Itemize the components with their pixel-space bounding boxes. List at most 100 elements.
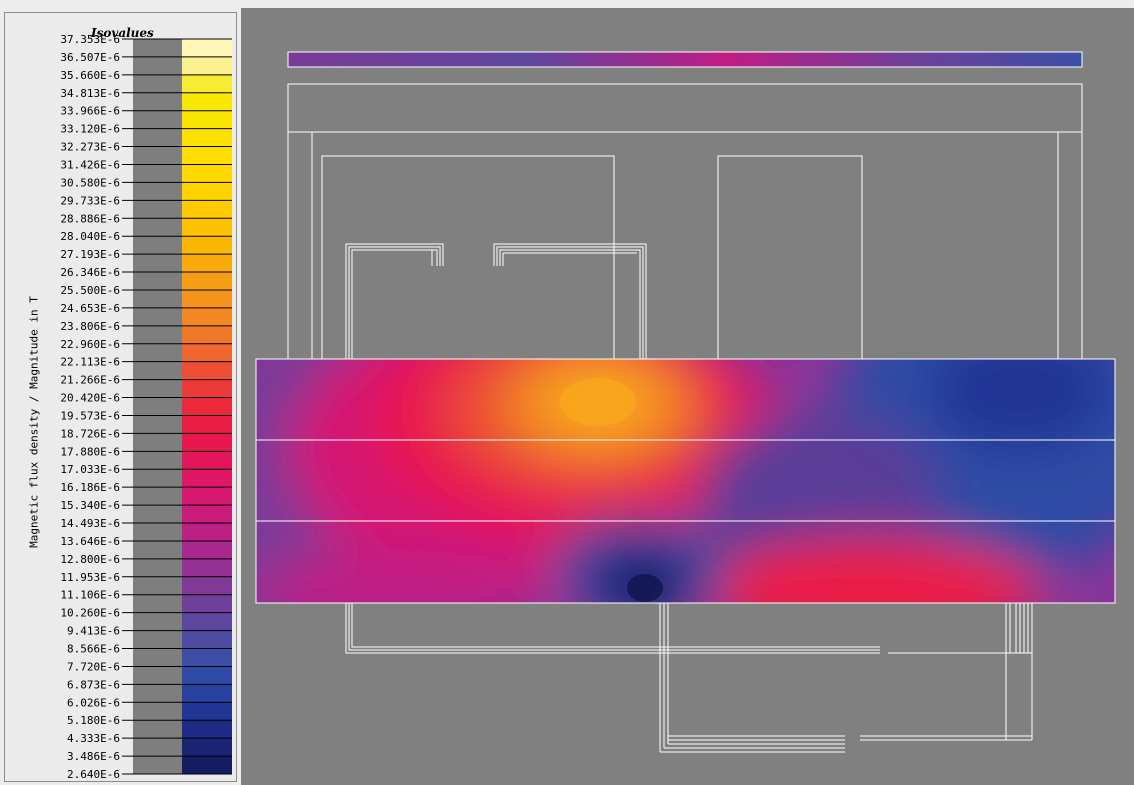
legend-grey-cell bbox=[133, 379, 182, 399]
legend-tick-label: 32.273E-6 bbox=[60, 141, 120, 154]
legend-tick-label: 28.040E-6 bbox=[60, 230, 120, 243]
legend-tick-label: 21.266E-6 bbox=[60, 374, 120, 387]
legend-color-swatch bbox=[182, 469, 232, 488]
legend-title: Isovalues bbox=[91, 26, 154, 40]
legend-color-swatch bbox=[182, 307, 232, 327]
legend-grey-cell bbox=[133, 397, 182, 416]
legend-grey-cell bbox=[133, 361, 182, 381]
legend-color-swatch bbox=[182, 594, 232, 614]
legend-tick-label: 17.880E-6 bbox=[60, 445, 120, 458]
legend-grey-cell bbox=[133, 272, 182, 291]
legend-tick-label: 7.720E-6 bbox=[67, 660, 120, 673]
legend-grey-cell bbox=[133, 756, 182, 775]
legend-grey-cell bbox=[133, 612, 182, 632]
legend-tick-label: 23.806E-6 bbox=[60, 320, 120, 333]
legend-color-swatch bbox=[182, 666, 232, 685]
legend-tick-label: 29.733E-6 bbox=[60, 194, 120, 207]
legend-color-swatch bbox=[182, 738, 232, 757]
legend-tick-label: 28.886E-6 bbox=[60, 212, 120, 225]
legend-tick-label: 14.493E-6 bbox=[60, 517, 120, 530]
legend-grey-cell bbox=[133, 325, 182, 345]
legend-tick-label: 24.653E-6 bbox=[60, 302, 120, 315]
legend-tick-label: 33.966E-6 bbox=[60, 105, 120, 118]
legend-color-swatch bbox=[182, 630, 232, 650]
legend-tick-label: 36.507E-6 bbox=[60, 51, 120, 64]
legend-color-swatch bbox=[182, 343, 232, 363]
legend-color-swatch bbox=[182, 146, 232, 165]
legend-color-swatch bbox=[182, 684, 232, 703]
legend-grey-cell bbox=[133, 469, 182, 488]
legend-color-swatch bbox=[182, 236, 232, 255]
legend-color-swatch bbox=[182, 415, 232, 434]
legend-grey-cell bbox=[133, 415, 182, 434]
legend-grey-cell bbox=[133, 146, 182, 165]
legend-tick-label: 18.726E-6 bbox=[60, 427, 120, 440]
legend-color-swatch bbox=[182, 39, 232, 58]
legend-tick-label: 2.640E-6 bbox=[67, 768, 120, 781]
legend-grey-cell bbox=[133, 451, 182, 470]
legend-color-swatch bbox=[182, 397, 232, 416]
legend-color-swatch bbox=[182, 164, 232, 183]
legend-tick-label: 15.340E-6 bbox=[60, 499, 120, 512]
lower-structure-outline bbox=[345, 603, 1033, 753]
legend-grey-cell bbox=[133, 702, 182, 721]
legend-tick-label: 20.420E-6 bbox=[60, 392, 120, 405]
legend-color-swatch bbox=[182, 487, 232, 506]
legend-color-swatch bbox=[182, 540, 232, 560]
legend-color-swatch bbox=[182, 648, 232, 667]
legend-grey-cell bbox=[133, 630, 182, 650]
legend-tick-label: 17.033E-6 bbox=[60, 463, 120, 476]
legend-grey-cell bbox=[133, 182, 182, 201]
legend-color-swatch bbox=[182, 702, 232, 721]
legend-color-swatch bbox=[182, 576, 232, 596]
legend-color-swatch bbox=[182, 558, 232, 578]
legend-tick-label: 31.426E-6 bbox=[60, 158, 120, 171]
legend-grey-cell bbox=[133, 74, 182, 94]
legend-tick-label: 16.186E-6 bbox=[60, 481, 120, 494]
legend-color-swatch bbox=[182, 612, 232, 632]
legend-color-swatch bbox=[182, 720, 232, 739]
legend-color-swatch bbox=[182, 56, 232, 76]
legend-tick-label: 25.500E-6 bbox=[60, 284, 120, 297]
legend-grey-cell bbox=[133, 594, 182, 614]
legend-tick-label: 6.873E-6 bbox=[67, 678, 120, 691]
legend-color-swatch bbox=[182, 289, 232, 309]
legend-tick-label: 11.106E-6 bbox=[60, 589, 120, 602]
legend-color-swatch bbox=[182, 361, 232, 381]
legend-grey-cell bbox=[133, 648, 182, 667]
legend-color-swatch bbox=[182, 523, 232, 542]
legend-color-swatch bbox=[182, 451, 232, 470]
legend-tick-label: 4.333E-6 bbox=[67, 732, 120, 745]
legend-tick-label: 12.800E-6 bbox=[60, 553, 120, 566]
legend-tick-label: 3.486E-6 bbox=[67, 750, 120, 763]
legend-tick-label: 8.566E-6 bbox=[67, 643, 120, 656]
legend-color-swatch bbox=[182, 379, 232, 399]
legend-grey-cell bbox=[133, 39, 182, 58]
legend-grey-cell bbox=[133, 200, 182, 219]
legend-color-swatch bbox=[182, 254, 232, 273]
legend-color-swatch bbox=[182, 182, 232, 201]
legend-grey-cell bbox=[133, 433, 182, 452]
legend-grey-cell bbox=[133, 236, 182, 255]
legend-grey-cell bbox=[133, 558, 182, 578]
legend-color-swatch bbox=[182, 505, 232, 524]
top-field-strip bbox=[287, 51, 1083, 68]
legend-color-swatch bbox=[182, 218, 232, 237]
legend-tick-label: 19.573E-6 bbox=[60, 409, 120, 422]
upper-structure-outline bbox=[287, 83, 1083, 359]
legend-tick-label: 34.813E-6 bbox=[60, 87, 120, 100]
legend-color-swatch bbox=[182, 200, 232, 219]
legend-color-swatch bbox=[182, 433, 232, 452]
legend-tick-label: 26.346E-6 bbox=[60, 266, 120, 279]
legend-color-swatch bbox=[182, 272, 232, 291]
legend-grey-cell bbox=[133, 307, 182, 327]
legend-grey-cell bbox=[133, 289, 182, 309]
legend-grey-cell bbox=[133, 540, 182, 560]
legend-grey-cell bbox=[133, 164, 182, 183]
legend-scale: 37.353E-6 36.507E-6 35.660E-6 34.813E-6 33.9… bbox=[60, 33, 232, 781]
legend-tick-label: 10.260E-6 bbox=[60, 607, 120, 620]
legend-color-swatch bbox=[182, 110, 232, 130]
legend-tick-label: 11.953E-6 bbox=[60, 571, 120, 584]
